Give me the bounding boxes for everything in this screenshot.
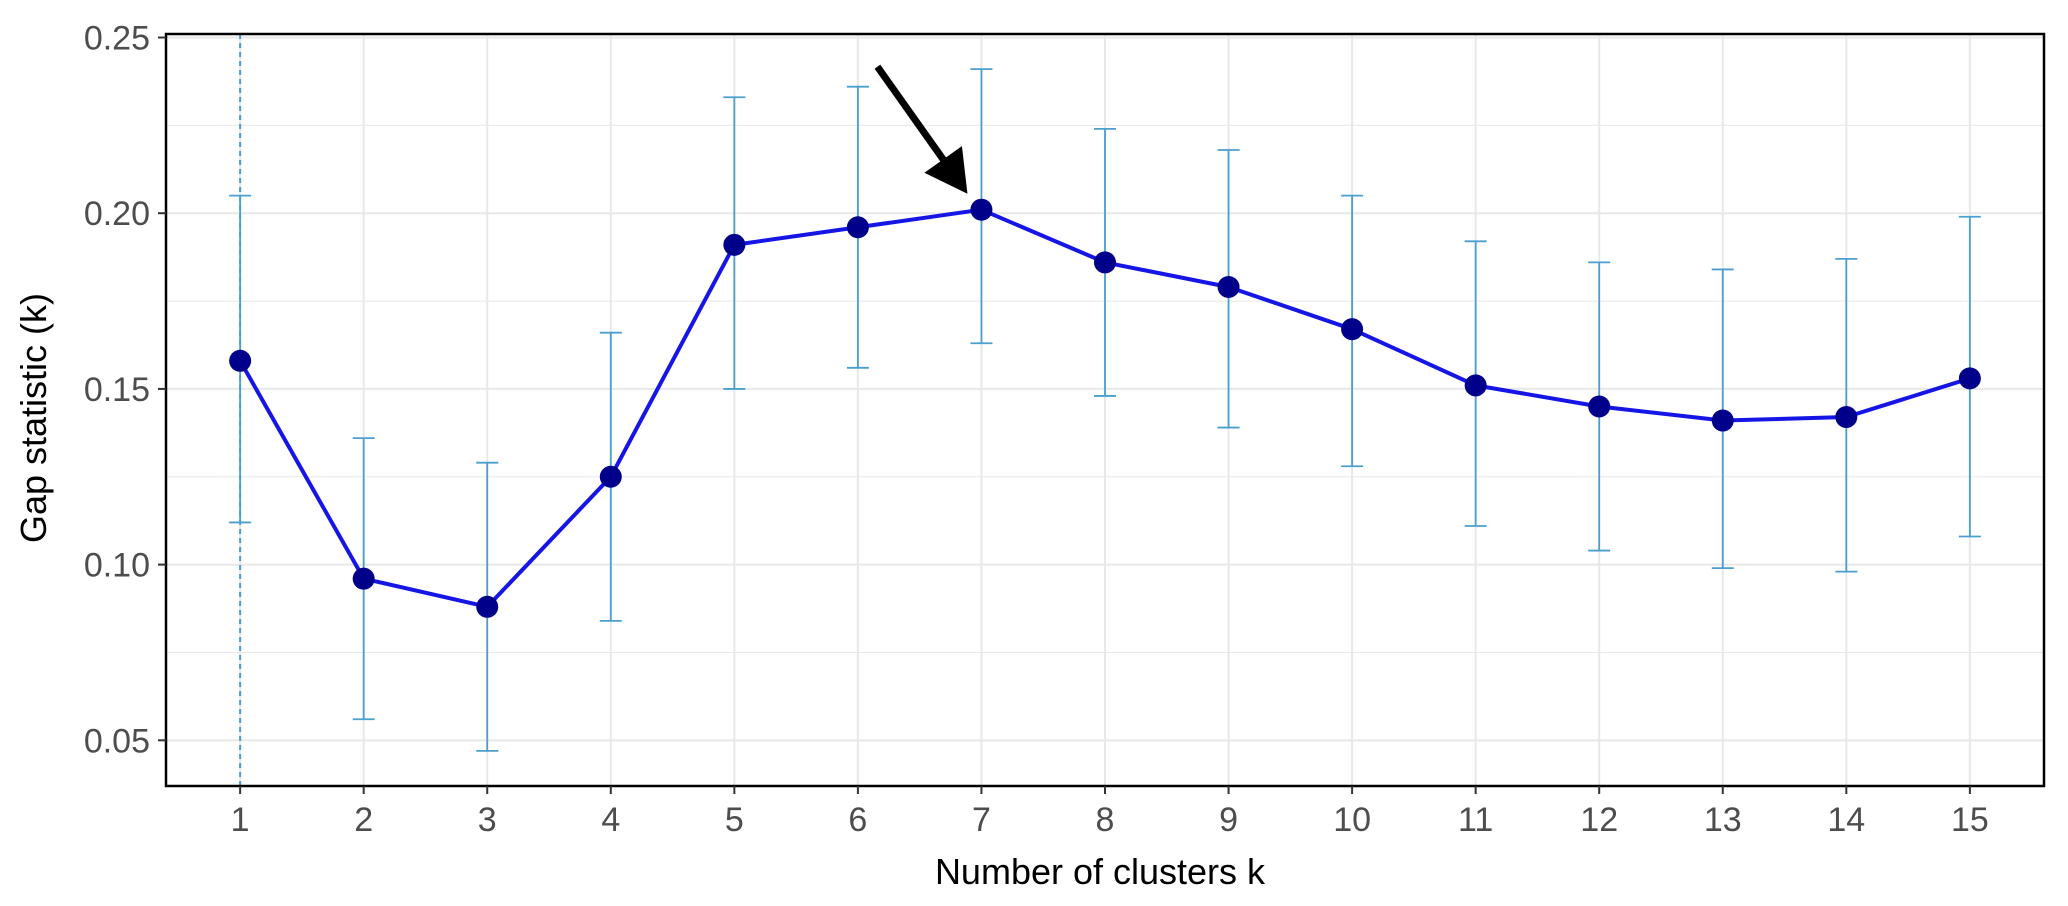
x-tick-label: 1 bbox=[231, 801, 250, 839]
data-point bbox=[1588, 395, 1611, 418]
data-point bbox=[1464, 374, 1487, 397]
arrow-shaft bbox=[874, 64, 949, 165]
y-tick-label: 0.20 bbox=[84, 195, 150, 233]
x-tick-label: 6 bbox=[848, 801, 867, 839]
x-tick-label: 9 bbox=[1219, 801, 1238, 839]
data-point bbox=[1958, 367, 1981, 390]
data-point bbox=[599, 465, 622, 488]
data-point bbox=[1835, 406, 1858, 429]
x-axis-title: Number of clusters k bbox=[935, 851, 1266, 892]
x-tick-label: 15 bbox=[1951, 801, 1989, 839]
y-tick-label: 0.05 bbox=[84, 722, 150, 760]
x-tick-label: 10 bbox=[1333, 801, 1371, 839]
data-point bbox=[229, 349, 252, 372]
arrow-head bbox=[924, 146, 968, 194]
data-point bbox=[1711, 409, 1734, 432]
y-tick-label: 0.25 bbox=[84, 20, 150, 58]
data-point bbox=[1094, 251, 1116, 274]
y-tick-label: 0.15 bbox=[84, 371, 150, 409]
data-points bbox=[229, 198, 1981, 618]
x-axis-ticks: 1 2 3 4 5 6 7 8 9 10 11 12 13 14 15 bbox=[231, 786, 1989, 839]
data-point bbox=[846, 216, 869, 239]
x-tick-label: 7 bbox=[972, 801, 991, 839]
x-tick-label: 8 bbox=[1096, 801, 1115, 839]
x-tick-label: 5 bbox=[725, 801, 744, 839]
data-point bbox=[970, 198, 993, 221]
x-tick-label: 4 bbox=[601, 801, 620, 839]
y-tick-label: 0.10 bbox=[84, 547, 150, 585]
x-tick-label: 12 bbox=[1580, 801, 1618, 839]
data-point bbox=[1217, 276, 1240, 299]
data-point bbox=[352, 567, 375, 590]
data-point bbox=[1341, 318, 1364, 341]
x-tick-label: 13 bbox=[1704, 801, 1742, 839]
annotation-arrow bbox=[874, 64, 968, 194]
data-point bbox=[476, 595, 499, 618]
x-tick-label: 3 bbox=[478, 801, 497, 839]
y-axis-ticks: 0.05 0.10 0.15 0.20 0.25 bbox=[84, 20, 166, 760]
x-tick-label: 14 bbox=[1827, 801, 1865, 839]
x-tick-label: 11 bbox=[1458, 801, 1493, 839]
x-tick-label: 2 bbox=[354, 801, 373, 839]
data-point bbox=[723, 233, 746, 256]
y-axis-title: Gap statistic (k) bbox=[13, 293, 54, 543]
